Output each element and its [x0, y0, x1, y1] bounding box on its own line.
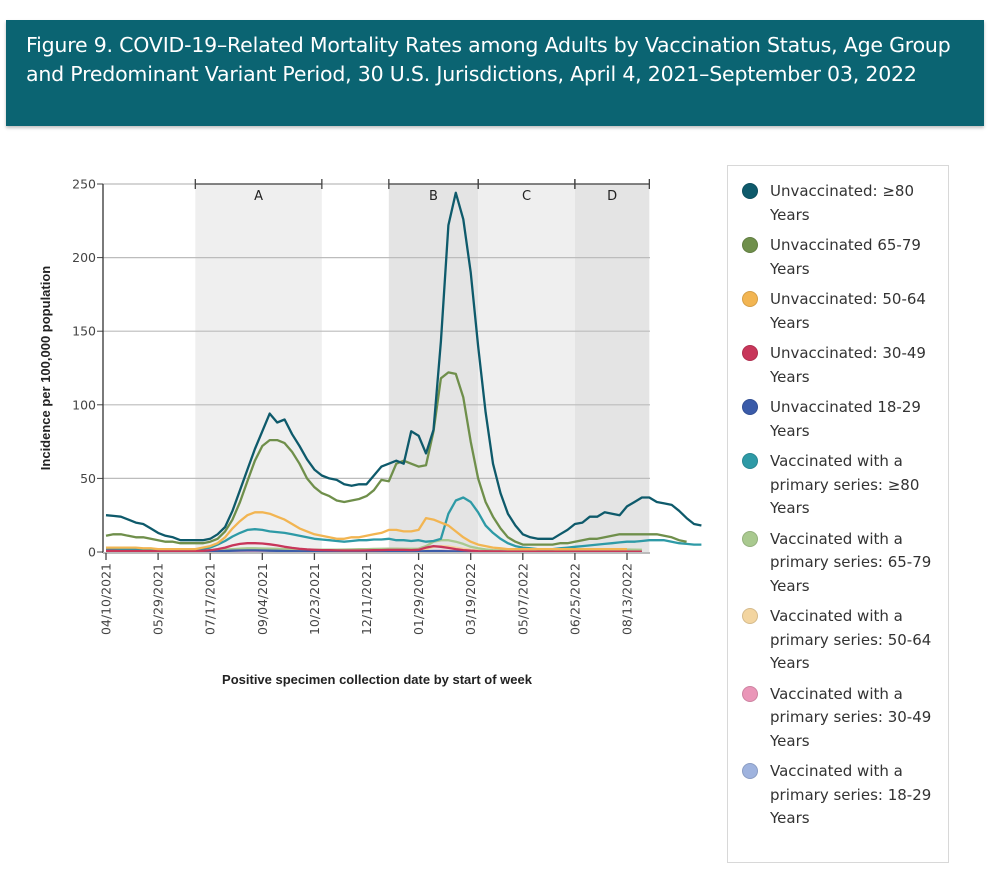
- x-tick-label: 12/11/2021: [359, 563, 374, 635]
- legend-swatch-icon: [742, 291, 758, 307]
- period-label-c: C: [522, 189, 531, 204]
- legend-item[interactable]: Vaccinated with a primary series: 50-64 …: [742, 605, 948, 676]
- series-line: [106, 542, 642, 553]
- legend-label: Vaccinated with a primary series: 30-49 …: [770, 684, 932, 750]
- x-tick-label: 09/04/2021: [255, 563, 270, 635]
- legend-label: Unvaccinated: 50-64 Years: [770, 290, 926, 332]
- x-tick-label: 01/29/2022: [411, 563, 426, 635]
- x-tick-label: 08/13/2022: [620, 563, 635, 635]
- y-tick-label: 200: [72, 250, 96, 265]
- legend-item[interactable]: Vaccinated with a primary series: 30-49 …: [742, 683, 948, 754]
- legend-label: Unvaccinated 18-29 Years: [770, 398, 921, 440]
- figure-title: Figure 9. COVID-19–Related Mortality Rat…: [26, 33, 951, 86]
- legend-label: Vaccinated with a primary series: 50-64 …: [770, 607, 932, 672]
- y-tick-label: 100: [72, 397, 96, 412]
- legend-item[interactable]: Unvaccinated: 30-49 Years: [742, 342, 948, 389]
- y-tick-label: 0: [88, 545, 96, 560]
- period-shade-c: [478, 184, 575, 552]
- x-tick-label: 10/23/2021: [307, 563, 322, 635]
- legend-label: Vaccinated with a primary series: 65-79 …: [770, 529, 932, 595]
- period-label-b: B: [429, 189, 438, 204]
- legend: Unvaccinated: ≥80 Years Unvaccinated 65-7…: [727, 165, 949, 863]
- period-shade-a: [195, 184, 322, 552]
- x-tick-label: 05/29/2021: [151, 563, 166, 635]
- legend-item[interactable]: Unvaccinated: 50-64 Years: [742, 288, 948, 335]
- legend-swatch-icon: [742, 183, 758, 199]
- y-tick-label: 150: [72, 324, 96, 339]
- legend-swatch-icon: [742, 453, 758, 469]
- series-line: [105, 371, 687, 546]
- period-label-d: D: [607, 189, 617, 204]
- legend-swatch-icon: [742, 530, 758, 547]
- y-axis-title: Incidence per 100,000 population: [38, 266, 53, 471]
- series-lines: [105, 191, 702, 554]
- y-tick-label: 250: [72, 177, 96, 192]
- x-tick-label: 06/25/2022: [567, 563, 582, 635]
- legend-swatch-icon: [742, 685, 758, 702]
- legend-item[interactable]: Unvaccinated 65-79 Years: [742, 234, 948, 281]
- legend-swatch-icon: [742, 399, 758, 415]
- period-brackets: A B C D: [194, 179, 650, 204]
- legend-label: Vaccinated with a primary series: 18-29 …: [770, 762, 932, 827]
- period-shade-b: [388, 184, 479, 552]
- legend-label: Vaccinated with a primary series: ≥80 Ye…: [770, 452, 920, 517]
- series-line: [106, 511, 627, 551]
- period-shade-d: [574, 184, 650, 552]
- legend-swatch-icon: [742, 608, 758, 624]
- x-tick-label: 05/07/2022: [515, 563, 530, 635]
- series-line: [105, 191, 702, 542]
- legend-swatch-icon: [742, 237, 758, 253]
- legend-item[interactable]: Unvaccinated 18-29 Years: [742, 396, 948, 443]
- axes: 0 50 100 150 200 250 04/10/2021 05/29/2021 07/17…: [72, 177, 650, 635]
- y-tick-label: 50: [80, 471, 96, 486]
- legend-item[interactable]: Vaccinated with a primary series: ≥80 Ye…: [742, 450, 948, 521]
- x-tick-label: 03/19/2022: [463, 563, 478, 635]
- legend-label: Unvaccinated: ≥80 Years: [770, 182, 915, 224]
- legend-swatch-icon: [742, 763, 758, 779]
- x-tick-label: 04/10/2021: [99, 563, 114, 635]
- legend-swatch-icon: [742, 345, 758, 361]
- x-axis-title: Positive specimen collection date by sta…: [222, 672, 533, 687]
- x-tick-label: 07/17/2021: [203, 563, 218, 635]
- legend-item[interactable]: Vaccinated with a primary series: 65-79 …: [742, 528, 948, 599]
- legend-label: Unvaccinated 65-79 Years: [770, 236, 921, 278]
- period-shading-layer: [195, 184, 650, 552]
- figure-title-bar: Figure 9. COVID-19–Related Mortality Rat…: [6, 20, 984, 126]
- period-label-a: A: [254, 189, 263, 204]
- legend-label: Unvaccinated: 30-49 Years: [770, 344, 926, 386]
- series-line: [106, 496, 702, 551]
- line-chart: A B C D 0 50 100 150 200 250 04/10/2021 05/29/2021…: [38, 177, 702, 687]
- legend-item[interactable]: Vaccinated with a primary series: 18-29 …: [742, 760, 948, 831]
- legend-item[interactable]: Unvaccinated: ≥80 Years: [742, 180, 948, 227]
